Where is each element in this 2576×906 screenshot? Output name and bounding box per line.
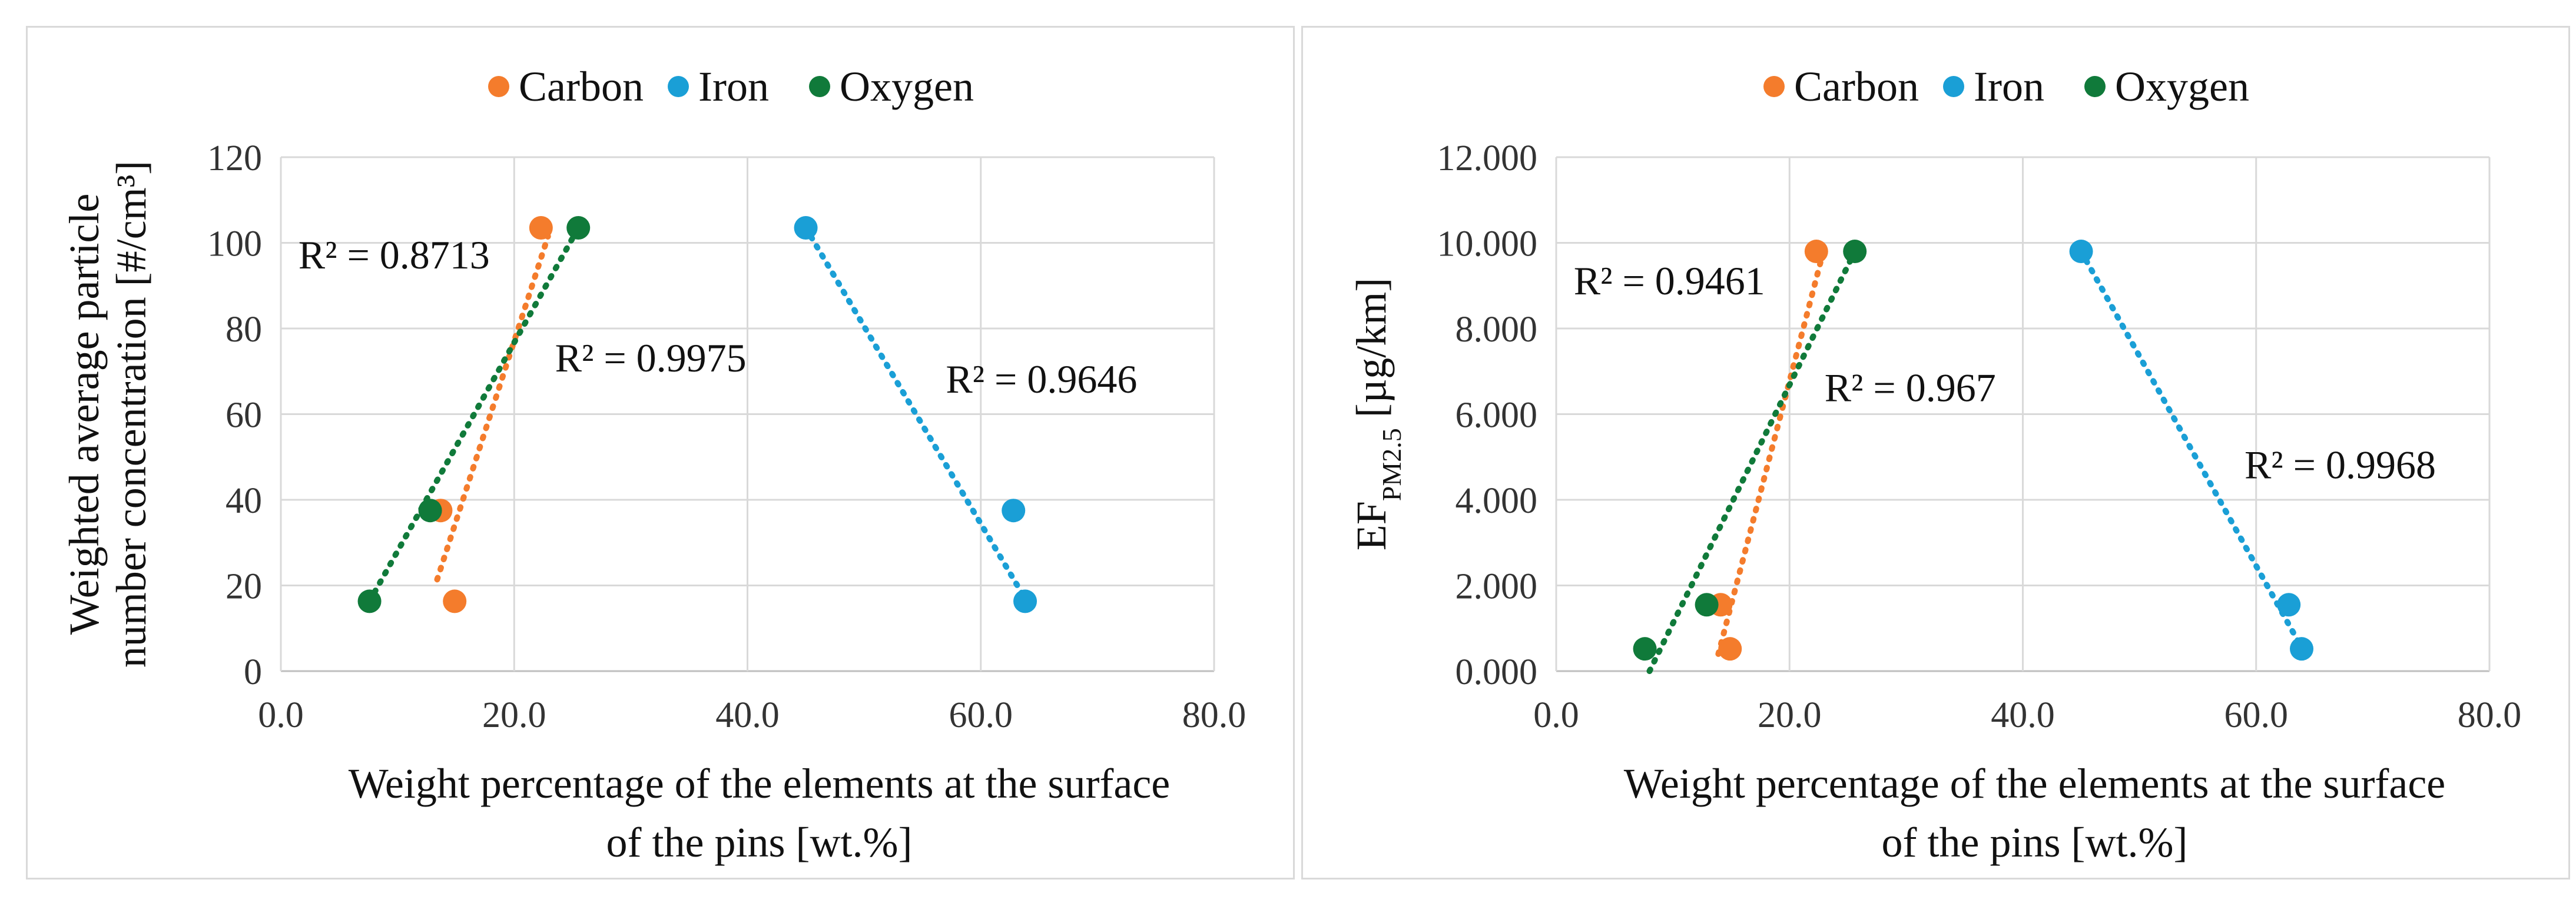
data-point-carbon	[443, 589, 467, 613]
data-point-carbon	[529, 216, 553, 240]
legend-label-iron: Iron	[698, 63, 769, 110]
data-point-oxygen	[1843, 240, 1867, 264]
legend: Carbon Iron Oxygen	[1763, 63, 2249, 110]
r2-label-oxygen: R² = 0.967	[1825, 366, 1996, 410]
y-tick-label: 12.000	[1437, 138, 1538, 178]
legend-label-carbon: Carbon	[1794, 63, 1919, 110]
legend-label-iron: Iron	[1974, 63, 2044, 110]
data-point-oxygen	[1633, 637, 1657, 661]
y-axis-title: Weighted average particle	[61, 194, 108, 635]
chart-panel-left: 0 20 40 60 80 100 120 0.0 20.0 40.0 60.0 80.0 Weight…	[26, 26, 1295, 880]
r2-label-oxygen: R² = 0.9975	[555, 336, 747, 380]
legend-label-carbon: Carbon	[519, 63, 644, 110]
y-tick-label: 20	[226, 567, 262, 607]
x-axis-title: Weight percentage of the elements at the…	[349, 760, 1171, 807]
data-point-iron	[2290, 637, 2314, 661]
x-tick-label: 0.0	[1533, 695, 1579, 735]
trendline-iron	[2078, 248, 2306, 653]
x-tick-label: 80.0	[1182, 695, 1246, 735]
x-tick-label: 0.0	[258, 695, 304, 735]
x-axis-title: Weight percentage of the elements at the…	[1624, 760, 2446, 807]
data-point-iron	[1013, 589, 1037, 613]
r2-label-iron: R² = 0.9646	[946, 357, 1137, 401]
data-point-oxygen	[566, 216, 591, 240]
x-tick-label: 60.0	[2224, 695, 2289, 735]
trendline-iron	[803, 225, 1030, 606]
x-tick-label: 20.0	[482, 695, 546, 735]
chart-panel-right: 0.000 2.000 4.000 6.000 8.000 10.000 12.000 0.0…	[1301, 26, 2570, 880]
r2-label-carbon: R² = 0.9461	[1574, 258, 1765, 303]
chart-right-svg: 0.000 2.000 4.000 6.000 8.000 10.000 12.000 0.0…	[1348, 63, 2522, 866]
legend: Carbon Iron Oxygen	[488, 63, 974, 110]
data-point-iron	[1002, 499, 1026, 523]
data-point-iron	[2277, 593, 2301, 617]
legend-marker-carbon	[488, 76, 509, 97]
y-tick-label: 100	[207, 224, 262, 264]
r2-label-iron: R² = 0.9968	[2245, 443, 2436, 487]
r2-label-carbon: R² = 0.8713	[299, 233, 490, 277]
chart-left-svg: 0 20 40 60 80 100 120 0.0 20.0 40.0 60.0 80.0 Weight…	[61, 63, 1246, 866]
legend-marker-iron	[1943, 76, 1964, 97]
data-point-oxygen	[418, 499, 442, 523]
trendline-oxygen	[1646, 248, 1858, 674]
legend-marker-carbon	[1763, 76, 1785, 97]
x-tick-label: 60.0	[949, 695, 1013, 735]
y-tick-label: 6.000	[1456, 396, 1538, 436]
y-tick-label: 60	[226, 396, 262, 436]
y-tick-label: 2.000	[1456, 567, 1538, 607]
legend-marker-oxygen	[809, 76, 830, 97]
x-axis-title: of the pins [wt.%]	[606, 819, 913, 866]
y-tick-label: 0	[244, 652, 262, 692]
legend-label-oxygen: Oxygen	[840, 63, 974, 110]
y-tick-label: 40	[226, 481, 262, 521]
trendline-carbon	[1715, 248, 1826, 657]
x-tick-label: 20.0	[1758, 695, 1822, 735]
y-tick-label: 120	[207, 138, 262, 178]
legend-marker-iron	[668, 76, 689, 97]
x-tick-label: 40.0	[1991, 695, 2055, 735]
y-tick-label: 80	[226, 310, 262, 350]
y-axis-title: EFPM2.5 [µg/km]	[1348, 278, 1407, 550]
legend-marker-oxygen	[2084, 76, 2106, 97]
x-tick-label: 80.0	[2458, 695, 2522, 735]
x-axis-title: of the pins [wt.%]	[1882, 819, 2188, 866]
data-point-oxygen	[1695, 593, 1719, 617]
y-tick-label: 4.000	[1456, 481, 1538, 521]
data-point-carbon	[1718, 637, 1742, 661]
y-tick-label: 0.000	[1456, 652, 1538, 692]
trendline-carbon	[434, 233, 551, 583]
trendline-oxygen	[366, 225, 582, 605]
data-point-iron	[2069, 240, 2093, 264]
legend-label-oxygen: Oxygen	[2115, 63, 2249, 110]
y-axis-title: number concentration [#/cm³]	[108, 161, 155, 668]
y-tick-label: 10.000	[1437, 224, 1538, 264]
data-point-oxygen	[357, 589, 382, 613]
data-point-carbon	[1804, 240, 1828, 264]
data-point-iron	[794, 216, 818, 240]
y-tick-label: 8.000	[1456, 310, 1538, 350]
x-tick-label: 40.0	[715, 695, 780, 735]
